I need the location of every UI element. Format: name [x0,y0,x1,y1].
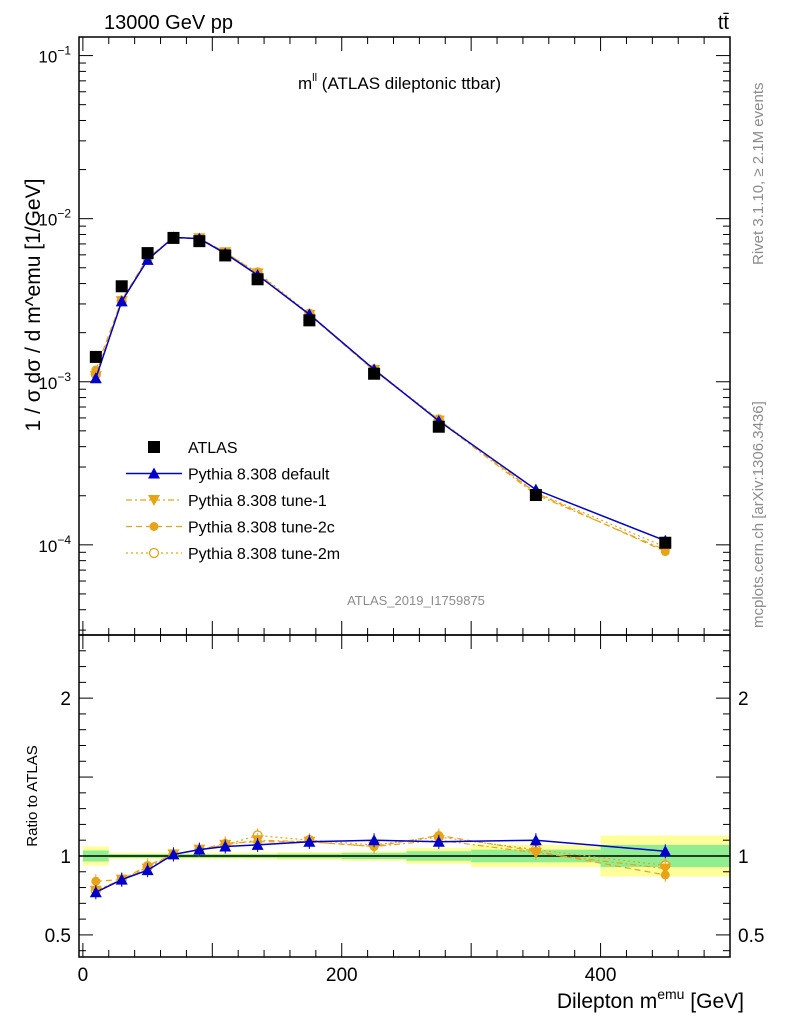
x-axis-label: Dilepton memu [GeV] [557,986,744,1013]
y-tick-label-main: 10−2 [38,207,71,230]
rivet-label: Rivet 3.1.10, ≥ 2.1M events [750,83,767,266]
main-frame [78,36,731,636]
y-tick-label-base: 10 [38,48,57,67]
legend-marker [149,522,159,531]
ratio-frame [78,634,731,958]
atlas-point [167,231,180,244]
series-point [89,372,102,384]
atlas-point [219,249,232,262]
x-tick-label: 0 [78,965,89,986]
y-tick-label-ratio: 2 [60,689,71,710]
ratio-point [659,845,672,857]
y-tick-label-ratio-right: 2 [738,689,749,710]
legend-label: Pythia 8.308 tune-2c [188,520,335,537]
legend-label: Pythia 8.308 default [188,467,330,484]
ratio-panel: 0 200 400 0.5 0.5 1 1 2 2 Ratio to ATLAS Dilepto… [24,634,764,1013]
atlas-point [141,247,154,260]
main-panel: 10−410−310−210−1 mll (ATLAS dileptonic t… [22,36,731,636]
ratio-point [529,834,542,846]
ratio-point [432,835,445,847]
y-tick-label-main: 10−3 [38,370,71,393]
ratio-point [89,886,102,898]
atlas-point [115,280,128,293]
process-label: tt̄ [718,12,730,34]
ratio-point [659,863,672,875]
main-marks [89,231,672,557]
y-tick-label-ratio-right: 1 [738,847,749,868]
ratio-point [193,843,206,855]
atlas-point [251,273,264,286]
y-tick-label-ratio: 1 [60,847,71,868]
legend: ATLAS Pythia 8.308 default Pythia 8.308 tu… [126,440,340,563]
y-tick-label-exp: −4 [57,533,71,547]
ratio-line-0 [95,839,666,893]
y-axis-label-main: 1 / σ dσ / d m^emu [1/GeV] [22,179,45,432]
legend-marker [148,547,160,559]
y-tick-label-exp: −3 [57,370,71,384]
y-tick-label-exp: −1 [57,44,71,58]
y-tick-label-base: 10 [38,374,57,393]
atlas-point [368,367,381,380]
legend-label: Pythia 8.308 tune-1 [188,493,327,510]
y-tick-label-ratio-right: 0.5 [738,926,764,947]
series-line-3 [95,237,666,553]
chart-title-sup: ll [312,72,317,84]
ratio-point [251,838,264,850]
chart-title: mll (ATLAS dileptonic ttbar) [298,72,501,93]
x-axis-label-rest: [GeV] [684,990,744,1013]
ratio-point [368,834,381,846]
chart-title-rest: (ATLAS dileptonic ttbar) [317,74,501,93]
legend-marker [148,467,160,479]
y-tick-label-base: 10 [38,211,57,230]
ratio-point [115,873,128,885]
series-point [141,253,154,265]
series-line-1 [95,236,666,542]
y-tick-label-main: 10−1 [38,44,71,67]
atlas-point [529,489,542,502]
legend-marker [148,441,160,453]
ratio-point [141,864,154,876]
x-axis-label-main: Dilepton m [557,990,657,1013]
ratio-axes: 0 200 400 0.5 0.5 1 1 2 2 [45,635,764,986]
legend-marker [148,495,160,506]
atlas-point [89,350,102,363]
atlas-point [432,420,445,433]
series-point [115,295,128,307]
y-axis-label-ratio: Ratio to ATLAS [24,745,41,846]
legend-label: ATLAS [188,440,238,457]
ratio-point [91,876,101,886]
ratio-line-1 [95,839,666,892]
main-axes: 10−410−310−210−1 [38,37,731,635]
atlas-point [303,314,316,327]
energy-label: 13000 GeV pp [104,12,233,34]
ratio-point [219,840,232,852]
ratio-point [167,848,180,860]
series-line-2 [95,236,666,551]
mcplots-label: mcplots.cern.ch [arXiv:1306.3436] [750,401,767,628]
legend-label: Pythia 8.308 tune-2m [188,546,340,563]
atlas-point [193,235,206,248]
series-line-4 [95,236,666,548]
x-axis-label-sup: emu [657,986,684,1002]
x-tick-label: 200 [326,965,358,986]
ratio-point [303,835,316,847]
y-tick-label-ratio: 0.5 [45,926,71,947]
y-tick-label-main: 10−4 [38,533,71,556]
x-tick-label: 400 [585,965,617,986]
ratio-line-3 [95,834,666,892]
ratio-point [529,847,542,859]
analysis-tag: ATLAS_2019_I1759875 [347,593,485,608]
y-tick-label-base: 10 [38,537,57,556]
chart-title-main: m [298,74,312,93]
ratio-marks [89,828,672,900]
y-tick-label-exp: −2 [57,207,71,221]
atlas-point [659,536,672,549]
